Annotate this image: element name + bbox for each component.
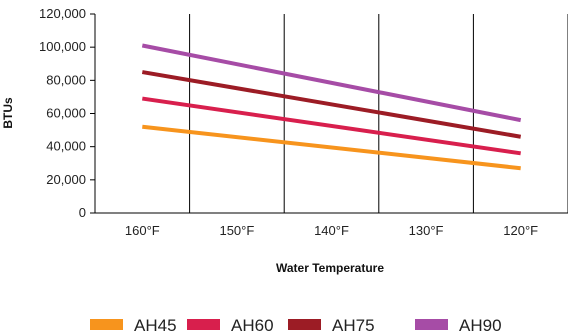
legend-swatch [187,319,220,330]
legend-swatch [90,319,123,330]
y-tick-label: 80,000 [46,72,86,87]
x-tick-label: 150°F [219,223,254,238]
x-tick-label: 140°F [314,223,349,238]
legend-label: AH60 [231,316,274,333]
legend-item-ah90: AH90 [415,316,502,333]
series-line-ah60 [142,96,521,156]
legend-swatch [415,319,448,330]
legend-label: AH45 [134,316,177,333]
x-tick-label: 160°F [125,223,160,238]
x-axis-title: Water Temperature [276,261,384,275]
y-tick-label: 60,000 [46,106,86,121]
series-line-ah75 [141,70,522,139]
chart-axes [90,13,568,214]
y-tick-label: 120,000 [39,6,86,21]
y-tick-label: 0 [79,205,86,220]
x-tick-label: 130°F [409,223,444,238]
series-line-ah45 [142,124,521,171]
x-tick-label: 120°F [503,223,538,238]
chart-legend: AH45 AH60 AH75 AH90 [90,316,502,333]
y-tick-label: 40,000 [46,139,86,154]
y-tick-label: 100,000 [39,39,86,54]
legend-item-ah75: AH75 [288,316,375,333]
x-tick-labels: 160°F 150°F 140°F 130°F 120°F [125,223,538,238]
legend-swatch [288,319,321,330]
chart-series [141,43,522,171]
y-tick-label: 20,000 [46,172,86,187]
series-line-ah90 [141,43,522,123]
y-tick-labels: 0 20,000 40,000 60,000 80,000 100,000 120,000 [39,6,86,220]
legend-label: AH75 [332,316,375,333]
legend-label: AH90 [459,316,502,333]
legend-item-ah45: AH45 [90,316,177,333]
legend-item-ah60: AH60 [187,316,274,333]
y-axis-title: BTUs [1,97,15,129]
